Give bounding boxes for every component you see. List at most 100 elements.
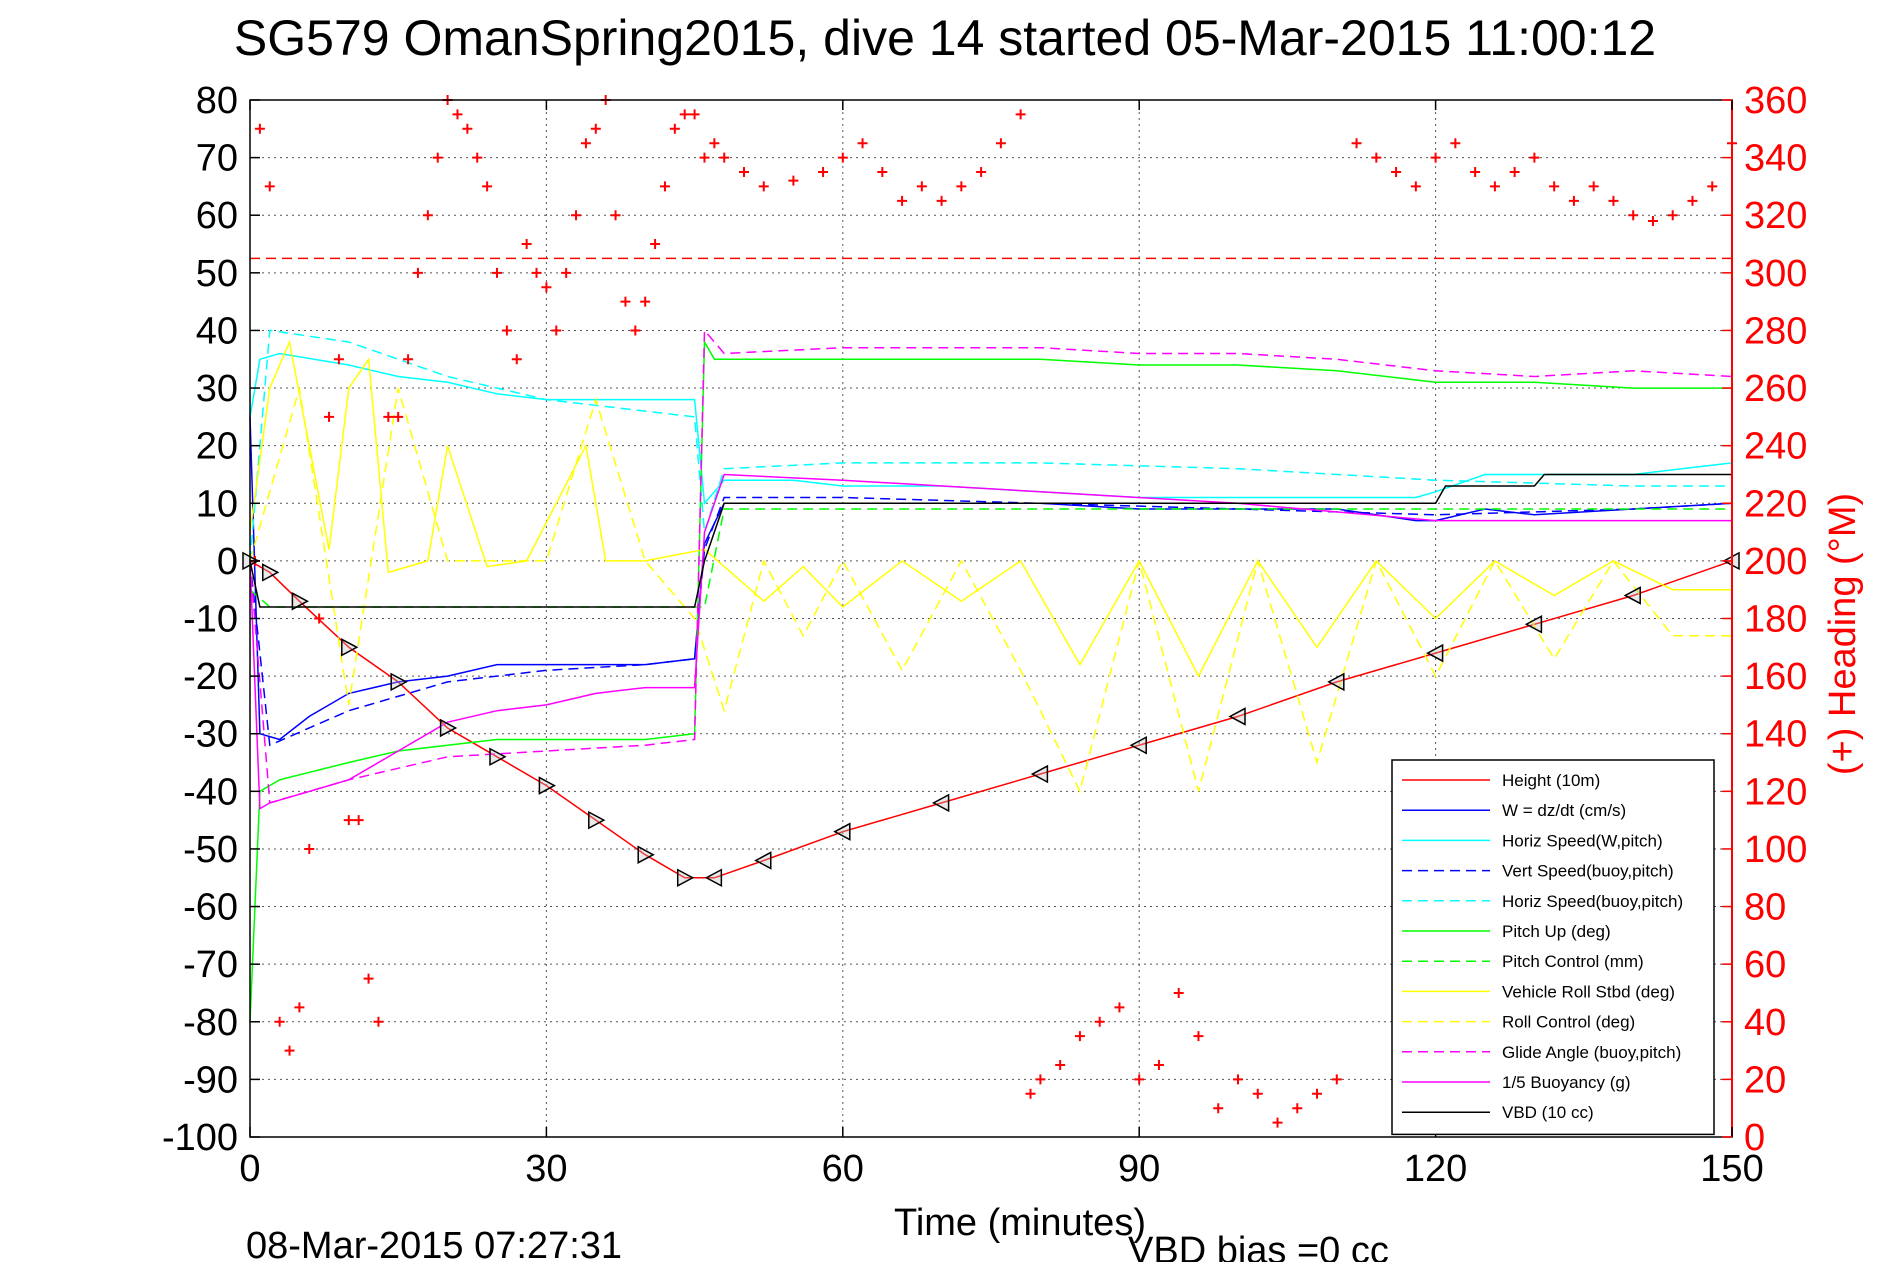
y-left-tick-label: -40: [183, 771, 238, 813]
turn-marker: [1524, 615, 1543, 634]
heading-point: [561, 267, 572, 278]
chart-title: SG579 OmanSpring2015, dive 14 started 05…: [234, 10, 1656, 66]
heading-point: [501, 325, 512, 336]
heading-point: [511, 354, 522, 365]
series-line-4: [249, 329, 1732, 561]
heading-point: [393, 411, 404, 422]
legend: Height (10m) W = dz/dt (cm/s) Horiz Speed(…: [1391, 759, 1715, 1136]
heading-point: [383, 411, 394, 422]
turn-marker: [439, 718, 458, 738]
heading-point: [274, 1016, 285, 1027]
turn-marker: [1129, 735, 1147, 755]
y-right-tick-label: 100: [1744, 829, 1807, 871]
y-right-tick-label: 320: [1744, 195, 1807, 237]
y-right-tick-label: 220: [1744, 483, 1807, 525]
heading-point: [1025, 1088, 1036, 1099]
legend-label: VBD (10 cc): [1502, 1103, 1594, 1122]
heading-point: [936, 195, 947, 206]
heading-point: [709, 138, 720, 149]
heading-point: [432, 152, 443, 163]
heading-point: [837, 152, 848, 163]
y-left-tick-label: 50: [196, 253, 238, 295]
heading-point: [630, 325, 641, 336]
heading-point: [650, 239, 661, 250]
turn-marker: [1228, 707, 1246, 726]
series-layer: [249, 95, 1737, 1128]
heading-point: [640, 296, 651, 307]
y-right-tick-label: 140: [1744, 714, 1807, 756]
heading-point: [916, 181, 927, 192]
y-right-tick-label: 0: [1744, 1117, 1765, 1159]
heading-point: [1371, 152, 1382, 163]
y-right-tick-label: 120: [1744, 771, 1807, 813]
heading-point: [659, 181, 670, 192]
heading-point: [1074, 1031, 1085, 1042]
y-right-tick-label: 240: [1744, 426, 1807, 468]
y-left-tick-label: -80: [183, 1002, 238, 1044]
y-left-tick-label: 20: [196, 426, 238, 468]
heading-point: [304, 843, 315, 854]
legend-label: Horiz Speed(buoy,pitch): [1502, 892, 1683, 911]
series-line-2: [249, 352, 1733, 506]
axes: 0 30 60 90 120 15080706050403020100-10-20-30-…: [162, 80, 1807, 1190]
heading-point: [363, 973, 374, 984]
turn-marker: [1426, 643, 1444, 663]
turn-marker: [588, 810, 606, 830]
heading-point: [719, 152, 730, 163]
turn-markers: [242, 551, 1740, 887]
heading-point: [857, 138, 868, 149]
legend-label: W = dz/dt (cm/s): [1502, 801, 1626, 820]
heading-point: [995, 138, 1006, 149]
heading-point: [1687, 195, 1698, 206]
heading-point: [1489, 181, 1500, 192]
y-left-tick-label: -100: [162, 1117, 238, 1159]
heading-point: [521, 239, 532, 250]
y-right-tick-label: 180: [1744, 599, 1807, 641]
heading-point: [472, 152, 483, 163]
series-line-11: [249, 473, 1732, 608]
heading-point: [758, 181, 769, 192]
heading-point: [1233, 1074, 1243, 1085]
heading-point: [1707, 181, 1718, 192]
series-line-8: [249, 387, 1732, 794]
y-right-tick-label: 160: [1744, 656, 1807, 698]
x-tick-label: 60: [822, 1148, 864, 1190]
turn-marker: [833, 822, 851, 841]
heading-point: [1213, 1103, 1224, 1114]
heading-point: [1470, 167, 1481, 178]
heading-point: [669, 123, 680, 134]
x-tick-label: 120: [1404, 1148, 1467, 1190]
y-left-tick-label: 30: [196, 368, 238, 410]
turn-marker: [704, 868, 723, 887]
turn-marker: [754, 851, 772, 870]
y-right-tick-label: 20: [1744, 1059, 1786, 1101]
heading-point: [284, 1045, 295, 1056]
heading-point: [541, 282, 552, 293]
heading-point: [1509, 167, 1520, 178]
x-tick-label: 90: [1118, 1148, 1160, 1190]
heading-point: [818, 167, 829, 178]
heading-point: [1312, 1088, 1323, 1099]
series-line-7: [249, 339, 1732, 678]
heading-point: [254, 123, 265, 134]
heading-point: [1173, 987, 1184, 998]
heading-point: [571, 210, 582, 221]
heading-point: [679, 109, 690, 120]
y-left-tick-label: -60: [183, 887, 238, 929]
turn-marker: [1623, 586, 1641, 605]
heading-point: [1153, 1059, 1164, 1070]
y-left-tick-label: -50: [183, 829, 238, 871]
y-right-tick-label: 280: [1744, 310, 1807, 352]
x-axis-label: Time (minutes): [894, 1202, 1146, 1244]
y-right-tick-label: 200: [1744, 541, 1807, 583]
heading-point: [373, 1016, 384, 1027]
heading-point: [956, 181, 967, 192]
heading-point: [1035, 1074, 1046, 1085]
heading-point: [333, 354, 344, 365]
x-tick-label: 30: [525, 1148, 567, 1190]
turn-marker: [262, 563, 280, 582]
heading-point: [1608, 195, 1619, 206]
heading-point: [294, 1002, 305, 1013]
heading-point: [1351, 138, 1362, 149]
